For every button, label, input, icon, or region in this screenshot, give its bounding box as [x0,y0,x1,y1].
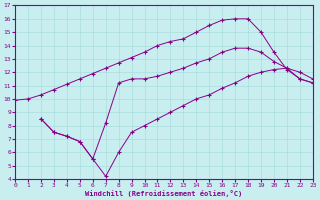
X-axis label: Windchill (Refroidissement éolien,°C): Windchill (Refroidissement éolien,°C) [85,190,243,197]
